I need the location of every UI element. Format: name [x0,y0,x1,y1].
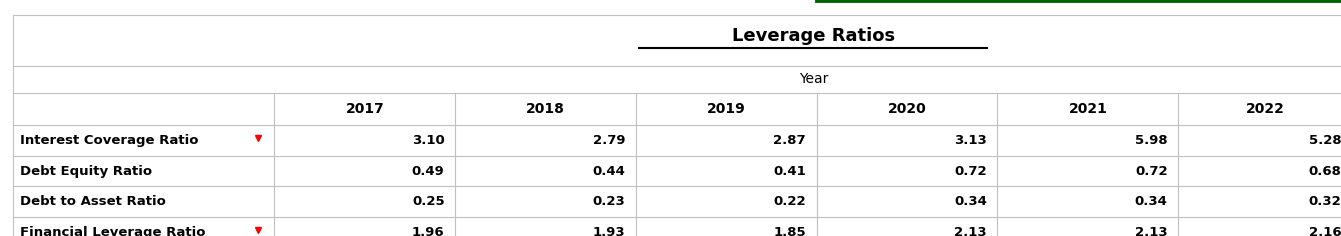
Text: 2018: 2018 [526,102,565,116]
Text: 2.13: 2.13 [1134,226,1168,236]
Text: 0.72: 0.72 [955,164,987,177]
Text: Debt Equity Ratio: Debt Equity Ratio [20,164,153,177]
Text: 0.23: 0.23 [593,195,625,208]
Text: Debt to Asset Ratio: Debt to Asset Ratio [20,195,166,208]
Text: 2.13: 2.13 [955,226,987,236]
Text: 0.68: 0.68 [1309,164,1341,177]
Text: 1.93: 1.93 [593,226,625,236]
Text: 0.41: 0.41 [774,164,806,177]
Text: 0.72: 0.72 [1134,164,1168,177]
Text: 0.49: 0.49 [412,164,444,177]
Text: 2021: 2021 [1069,102,1108,116]
Text: 1.96: 1.96 [412,226,444,236]
Text: Year: Year [799,72,829,86]
Text: 1.85: 1.85 [774,226,806,236]
Text: 0.34: 0.34 [1134,195,1168,208]
Text: 0.32: 0.32 [1309,195,1341,208]
Text: 5.28: 5.28 [1309,134,1341,147]
Text: 0.22: 0.22 [774,195,806,208]
Text: 2.16: 2.16 [1309,226,1341,236]
Text: 0.25: 0.25 [412,195,444,208]
Text: 2022: 2022 [1246,102,1285,116]
Text: 0.44: 0.44 [593,164,625,177]
Text: Leverage Ratios: Leverage Ratios [732,27,894,45]
Text: Financial Leverage Ratio: Financial Leverage Ratio [20,226,205,236]
Text: 2019: 2019 [707,102,746,116]
Text: 0.34: 0.34 [953,195,987,208]
Text: 3.13: 3.13 [953,134,987,147]
Text: 2020: 2020 [888,102,927,116]
Text: 2.79: 2.79 [593,134,625,147]
Text: 2017: 2017 [346,102,385,116]
Text: 3.10: 3.10 [412,134,444,147]
Text: Interest Coverage Ratio: Interest Coverage Ratio [20,134,198,147]
Text: 5.98: 5.98 [1134,134,1168,147]
Text: 2.87: 2.87 [774,134,806,147]
